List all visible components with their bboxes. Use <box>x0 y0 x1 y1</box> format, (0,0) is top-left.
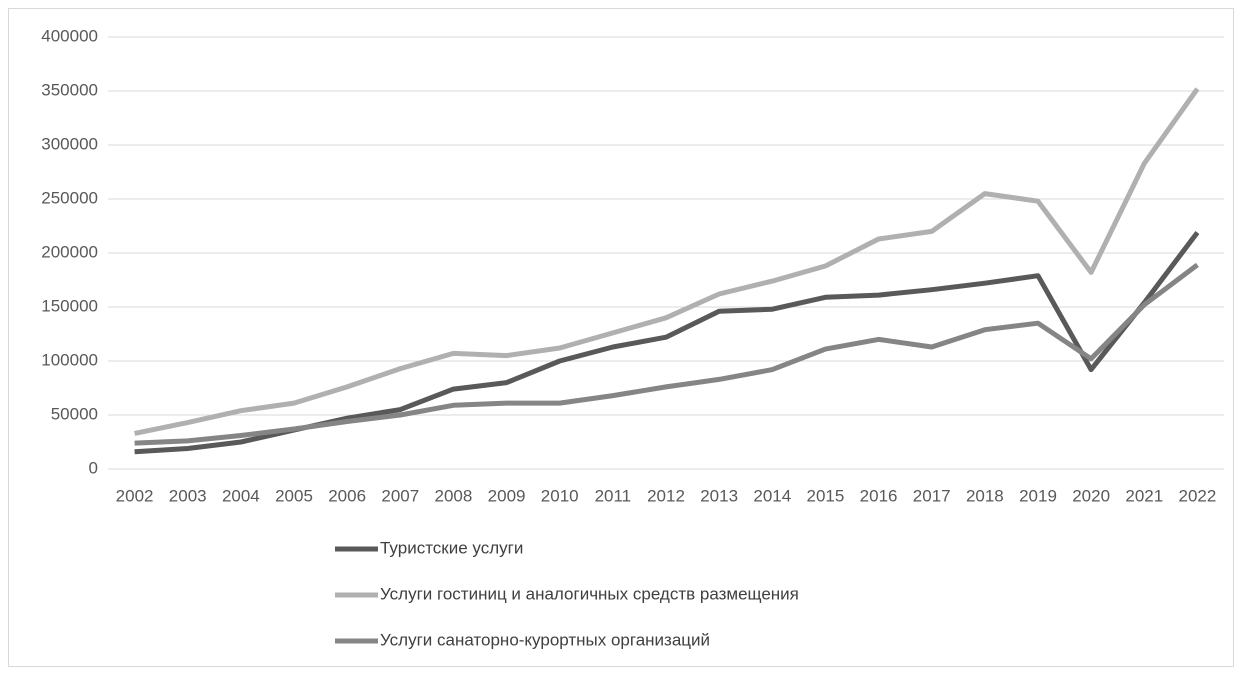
x-tick-label: 2021 <box>1125 486 1163 505</box>
x-tick-label: 2020 <box>1072 486 1110 505</box>
legend-label: Туристские услуги <box>380 538 523 557</box>
x-tick-label: 2022 <box>1179 486 1217 505</box>
x-tick-label: 2014 <box>753 486 791 505</box>
chart-border <box>8 8 1234 667</box>
x-tick-label: 2003 <box>169 486 207 505</box>
y-tick-label: 50000 <box>51 404 98 423</box>
x-tick-label: 2004 <box>222 486 260 505</box>
x-tick-label: 2006 <box>328 486 366 505</box>
x-tick-label: 2015 <box>807 486 845 505</box>
x-tick-label: 2013 <box>700 486 738 505</box>
x-tick-label: 2019 <box>1019 486 1057 505</box>
y-tick-label: 400000 <box>41 26 98 45</box>
x-tick-label: 2017 <box>913 486 951 505</box>
x-tick-label: 2005 <box>275 486 313 505</box>
y-tick-label: 0 <box>89 458 98 477</box>
x-tick-label: 2018 <box>966 486 1004 505</box>
x-tick-label: 2010 <box>541 486 579 505</box>
line-series <box>134 262 1199 446</box>
y-tick-label: 100000 <box>41 350 98 369</box>
x-tick-label: 2009 <box>488 486 526 505</box>
x-tick-label: 2008 <box>435 486 473 505</box>
y-tick-label: 200000 <box>41 242 98 261</box>
line-series <box>134 87 1200 436</box>
x-tick-label: 2002 <box>116 486 154 505</box>
x-tick-label: 2011 <box>595 486 632 505</box>
y-tick-label: 150000 <box>41 296 98 315</box>
y-tick-label: 300000 <box>41 134 98 153</box>
legend-label: Услуги гостиниц и аналогичных средств ра… <box>380 584 799 603</box>
x-tick-label: 2016 <box>860 486 898 505</box>
y-tick-label: 250000 <box>41 188 98 207</box>
x-tick-label: 2012 <box>647 486 685 505</box>
y-tick-label: 350000 <box>41 80 98 99</box>
legend-label: Услуги санаторно-курортных организаций <box>380 630 710 649</box>
x-tick-label: 2007 <box>381 486 419 505</box>
